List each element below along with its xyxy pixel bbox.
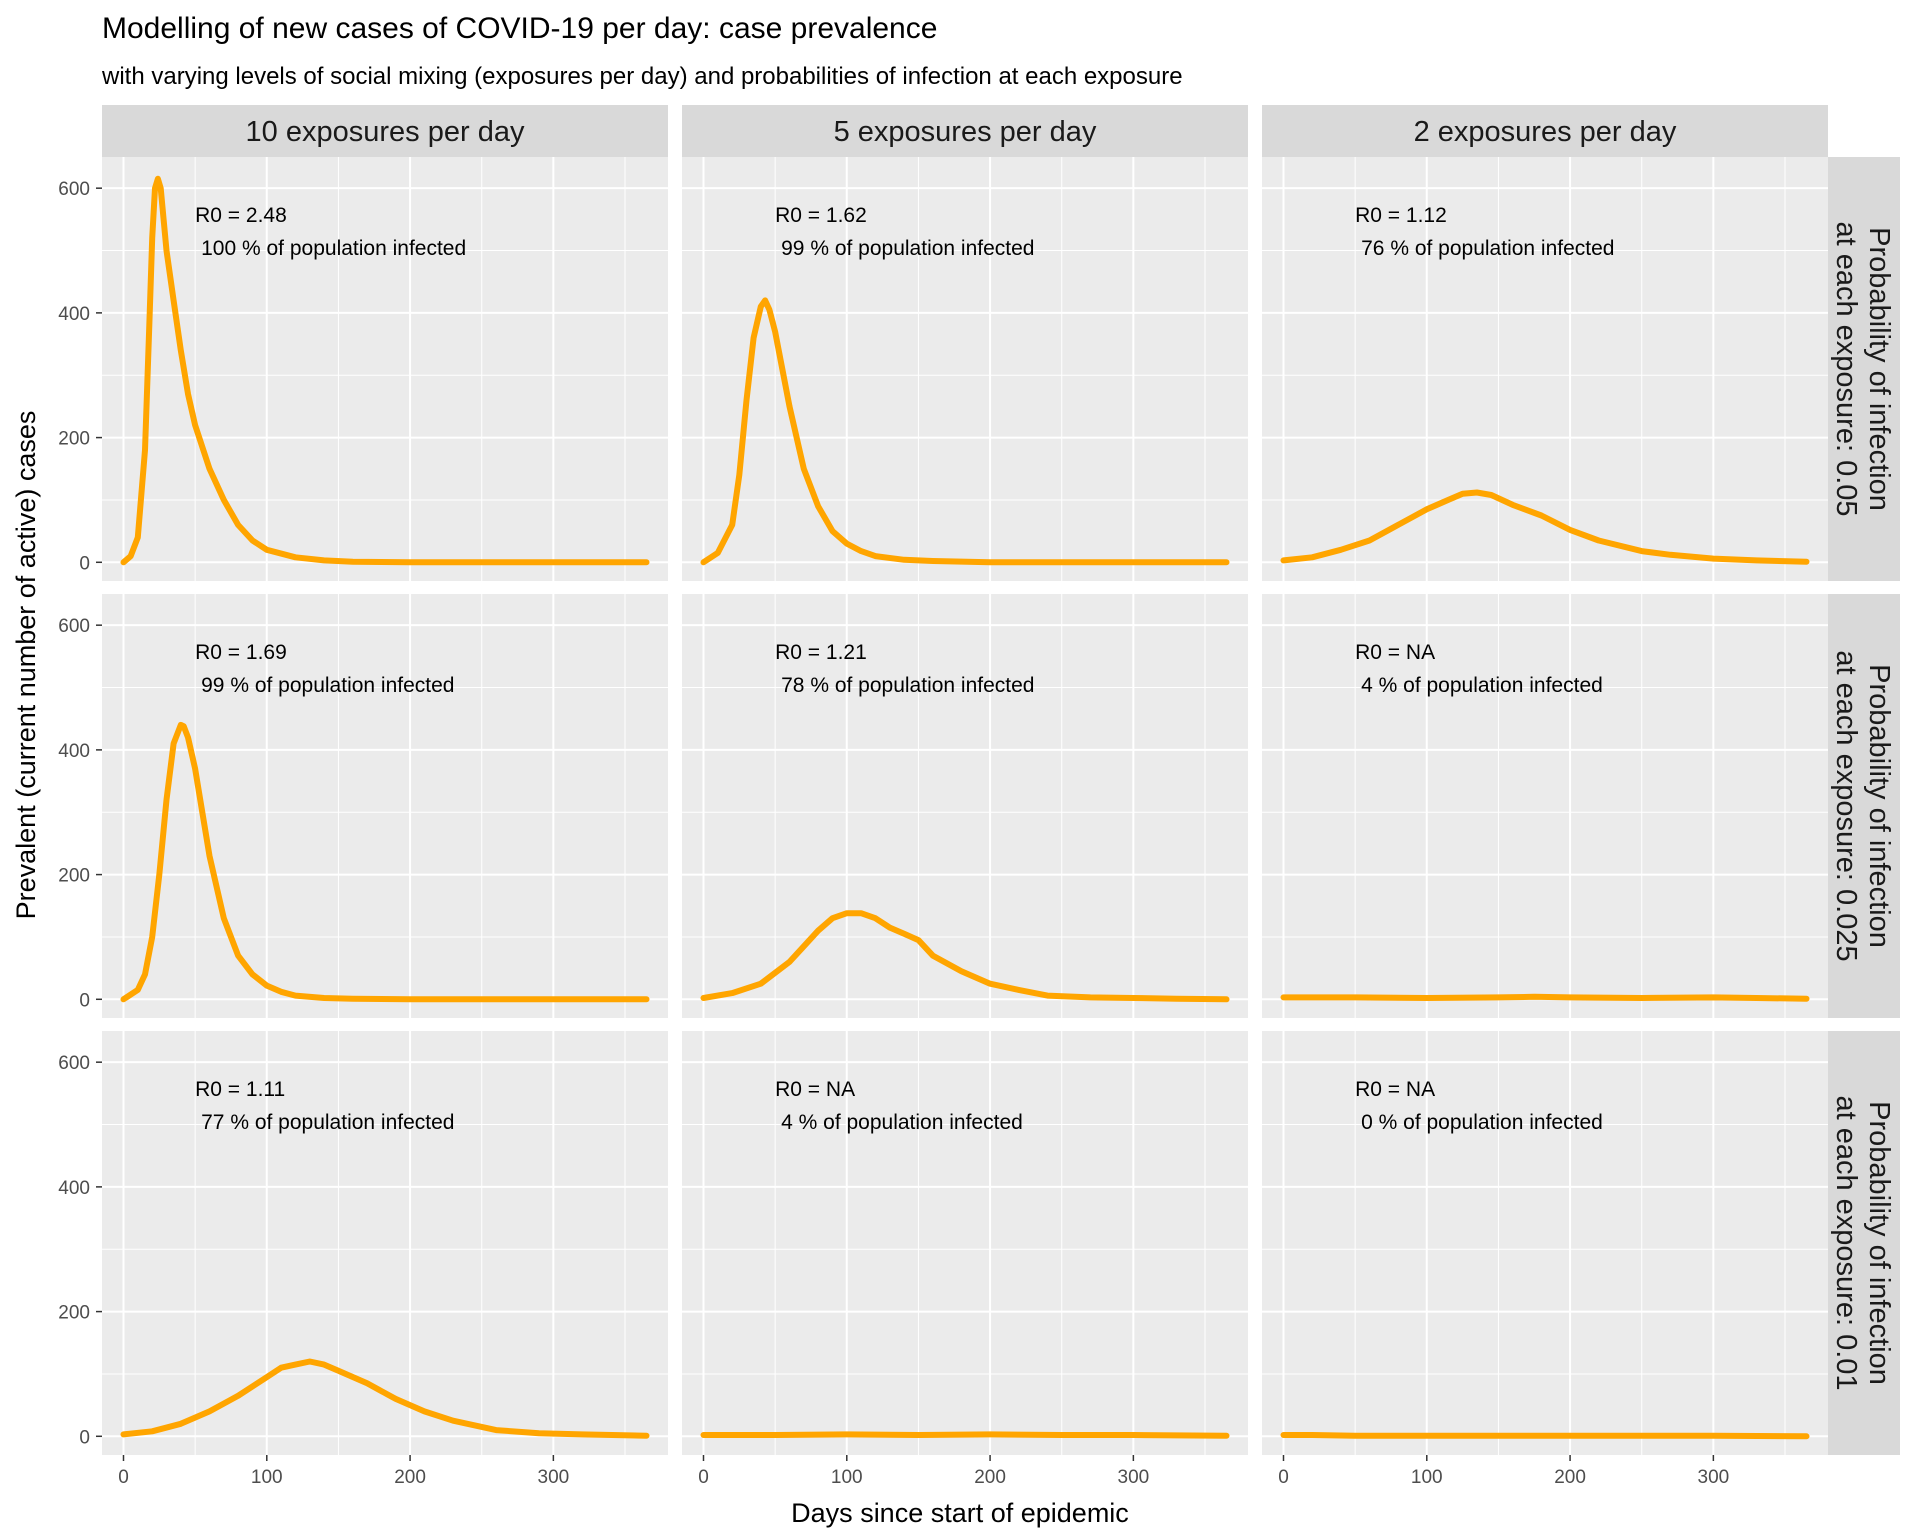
x-axis-title: Days since start of epidemic xyxy=(791,1498,1129,1528)
row-strip xyxy=(1828,1031,1900,1455)
row-strip-label-line: Probability of infection xyxy=(1863,1101,1895,1385)
infected-annotation: 0 % of population infected xyxy=(1361,1111,1603,1134)
panel-background xyxy=(682,594,1248,1018)
y-tick-label: 200 xyxy=(58,429,90,450)
r0-annotation: R0 = 1.62 xyxy=(775,204,867,227)
y-tick-label: 200 xyxy=(58,1303,90,1324)
column-strip-label: 2 exposures per day xyxy=(1414,116,1677,148)
column-strip xyxy=(1262,105,1828,157)
x-tick-label: 200 xyxy=(974,1467,1006,1488)
y-tick-label: 400 xyxy=(58,1178,90,1199)
y-tick-label: 600 xyxy=(58,616,90,637)
row-strip-label-line: Probability of infection xyxy=(1863,664,1895,948)
x-tick-label: 300 xyxy=(1118,1467,1150,1488)
panel-r1-c2 xyxy=(1262,594,1828,1018)
infected-annotation: 76 % of population infected xyxy=(1361,237,1614,260)
r0-annotation: R0 = NA xyxy=(775,1078,855,1101)
axes: 0 200 400 600 0 200 400 600 0 200 400 600 0 100 200 300… xyxy=(58,179,1729,1488)
column-strip-label: 10 exposures per day xyxy=(246,116,525,148)
panel-r2-c2 xyxy=(1262,1031,1828,1455)
row-strip-label-line: at each exposure: 0.025 xyxy=(1830,650,1862,961)
x-tick-label: 100 xyxy=(1411,1467,1443,1488)
x-tick-label: 200 xyxy=(394,1467,426,1488)
r0-annotation: R0 = 1.11 xyxy=(195,1078,285,1101)
y-axis-title: Prevalent (current number of active) cas… xyxy=(11,411,41,920)
row-strip xyxy=(1828,594,1900,1018)
chart-title: Modelling of new cases of COVID-19 per d… xyxy=(102,12,937,45)
x-tick-label: 0 xyxy=(1278,1467,1289,1488)
r0-annotation: R0 = 1.12 xyxy=(1355,204,1447,227)
infected-annotation: 4 % of population infected xyxy=(781,1111,1023,1134)
infected-annotation: 4 % of population infected xyxy=(1361,674,1603,697)
panel-background xyxy=(102,594,668,1018)
panel-r2-c0 xyxy=(102,1031,668,1455)
series-line-r1-c0 xyxy=(120,721,650,1003)
row-strip xyxy=(1828,157,1900,581)
panel-r2-c1 xyxy=(682,1031,1248,1455)
row-strip-label-line: Probability of infection xyxy=(1863,227,1895,511)
panel-background xyxy=(1262,1031,1828,1455)
panel-background xyxy=(1262,594,1828,1018)
panel-r1-c0 xyxy=(102,594,668,1018)
y-tick-label: 400 xyxy=(58,304,90,325)
panel-background xyxy=(102,157,668,581)
r0-annotation: R0 = NA xyxy=(1355,641,1435,664)
series-line-r2-c1 xyxy=(700,1431,1230,1439)
infected-annotation: 99 % of population infected xyxy=(201,674,454,697)
column-strip-label: 5 exposures per day xyxy=(834,116,1097,148)
panel-r1-c1 xyxy=(682,594,1248,1018)
series-line-r0-c1 xyxy=(700,297,1230,566)
x-tick-label: 100 xyxy=(251,1467,283,1488)
panel-background xyxy=(682,1031,1248,1455)
x-tick-label: 0 xyxy=(698,1467,709,1488)
panel-r0-c1 xyxy=(682,157,1248,581)
y-tick-label: 0 xyxy=(79,1427,90,1448)
y-tick-label: 0 xyxy=(79,553,90,574)
infected-annotation: 77 % of population infected xyxy=(201,1111,454,1134)
infected-annotation: 78 % of population infected xyxy=(781,674,1034,697)
y-tick-label: 400 xyxy=(58,741,90,762)
y-tick-label: 600 xyxy=(58,1053,90,1074)
series-line-r2-c2 xyxy=(1280,1432,1810,1440)
series-line-r2-c0 xyxy=(120,1358,650,1439)
facet-panels: 10 exposures per day 5 exposures per day 2… xyxy=(102,105,1900,1455)
x-tick-label: 300 xyxy=(538,1467,570,1488)
infected-annotation: 99 % of population infected xyxy=(781,237,1034,260)
series-line-r1-c2 xyxy=(1280,993,1810,1002)
x-tick-label: 100 xyxy=(831,1467,863,1488)
x-tick-label: 300 xyxy=(1698,1467,1730,1488)
y-tick-label: 0 xyxy=(79,990,90,1011)
column-strip xyxy=(102,105,668,157)
row-strip-label-line: at each exposure: 0.01 xyxy=(1830,1095,1862,1390)
y-tick-label: 600 xyxy=(58,179,90,200)
r0-annotation: R0 = 1.21 xyxy=(775,641,867,664)
r0-annotation: R0 = 1.69 xyxy=(195,641,287,664)
panel-r0-c2 xyxy=(1262,157,1828,581)
panel-background xyxy=(102,1031,668,1455)
x-tick-label: 0 xyxy=(118,1467,129,1488)
chart-subtitle: with varying levels of social mixing (ex… xyxy=(101,63,1183,90)
r0-annotation: R0 = NA xyxy=(1355,1078,1435,1101)
x-tick-label: 200 xyxy=(1554,1467,1586,1488)
panel-background xyxy=(682,157,1248,581)
series-line-r0-c2 xyxy=(1280,489,1810,565)
panel-background xyxy=(1262,157,1828,581)
row-strip-label-line: at each exposure: 0.05 xyxy=(1830,221,1862,516)
r0-annotation: R0 = 2.48 xyxy=(195,204,287,227)
column-strip xyxy=(682,105,1248,157)
y-tick-label: 200 xyxy=(58,866,90,887)
series-line-r1-c1 xyxy=(700,910,1230,1003)
infected-annotation: 100 % of population infected xyxy=(201,237,466,260)
series-line-r0-c0 xyxy=(120,175,650,566)
